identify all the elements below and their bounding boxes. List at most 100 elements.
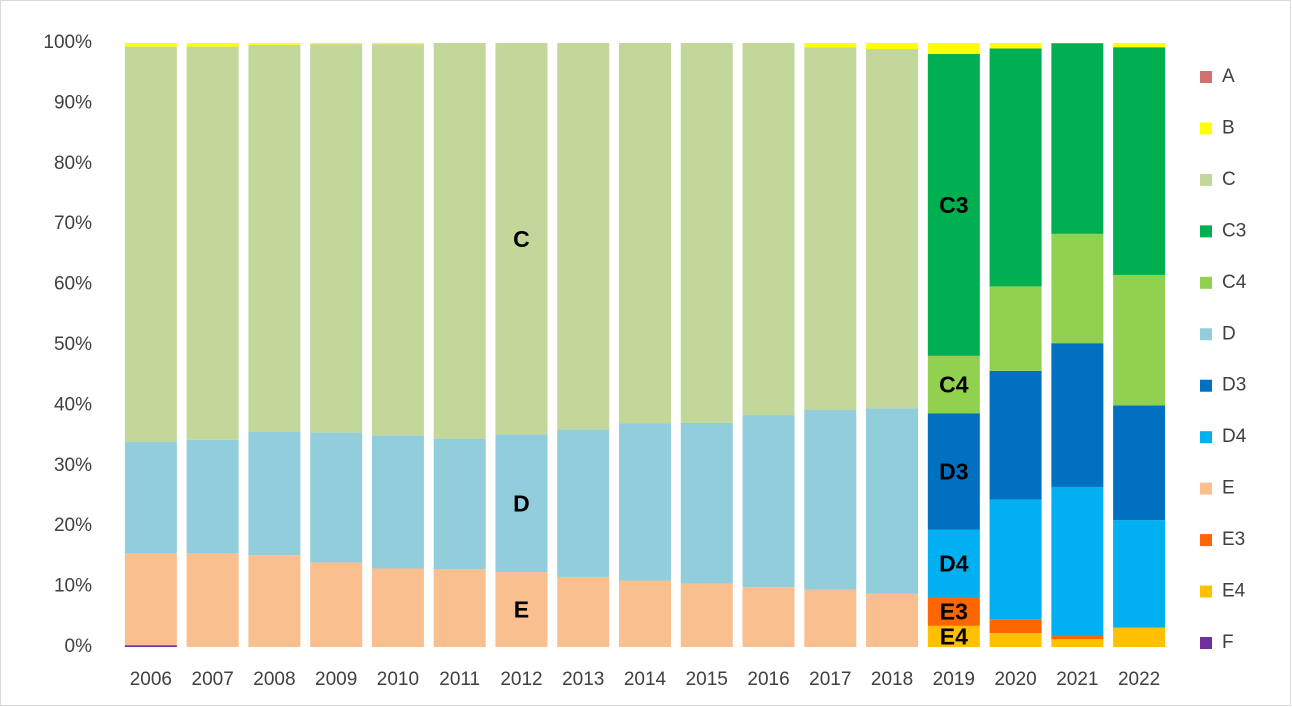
- bar-segment: [680, 43, 733, 423]
- bar-segment: [1051, 486, 1104, 636]
- x-tick-label: 2009: [315, 669, 357, 690]
- bar-segment: [124, 645, 177, 647]
- bar-segment: [1113, 43, 1166, 48]
- bar-segment: [1051, 43, 1104, 234]
- bar-segment: [495, 434, 548, 573]
- bar-segment: [186, 439, 239, 554]
- x-tick-label: 2021: [1056, 669, 1098, 690]
- bar-segment: [557, 429, 610, 577]
- annotation: C: [513, 226, 530, 252]
- x-tick-label: 2019: [933, 669, 975, 690]
- bar-segment: [371, 43, 424, 45]
- bar-segment: [1113, 274, 1166, 406]
- legend-label: C3: [1222, 220, 1246, 241]
- x-tick-label: 2018: [871, 669, 913, 690]
- x-tick-label: 2008: [253, 669, 295, 690]
- bar-segment: [989, 43, 1042, 49]
- bar-segment: [619, 43, 671, 424]
- legend-label: E: [1222, 478, 1235, 499]
- bar-segment: [1113, 520, 1166, 628]
- legend-swatch: [1200, 328, 1212, 341]
- annotation: D3: [939, 459, 968, 485]
- bar-segment: [1051, 639, 1104, 647]
- bar-segment: [310, 44, 363, 433]
- bar-segment: [557, 43, 610, 430]
- annotation: D: [513, 490, 530, 516]
- legend-label: E3: [1222, 529, 1245, 550]
- bar-segment: [310, 562, 363, 647]
- bar-segment: [804, 409, 857, 590]
- x-tick-label: 2016: [747, 669, 789, 690]
- bar-segment: [989, 286, 1042, 371]
- legend-label: C: [1222, 169, 1236, 190]
- bar-segment: [371, 435, 424, 569]
- bar-segment: [804, 43, 857, 48]
- bar-segment: [124, 553, 177, 646]
- bar-segment: [186, 553, 239, 647]
- bar-segment: [866, 593, 919, 647]
- bar-segment: [248, 44, 301, 432]
- legend-swatch: [1200, 276, 1212, 289]
- bar-segment: [927, 597, 980, 626]
- bar-segment: [186, 43, 239, 47]
- y-tick-label: 90%: [54, 92, 92, 113]
- bar-segment: [866, 43, 919, 50]
- legend-swatch: [1200, 173, 1212, 186]
- bar-segment: [619, 580, 671, 647]
- bar-segment: [557, 576, 610, 647]
- x-tick-label: 2014: [624, 669, 667, 690]
- x-tick-label: 2012: [500, 669, 542, 690]
- bar-segment: [742, 43, 795, 416]
- legend-swatch: [1200, 379, 1212, 392]
- y-tick-label: 70%: [54, 213, 92, 234]
- bar-segment: [248, 555, 301, 647]
- legend-swatch: [1200, 122, 1212, 135]
- bar-segment: [989, 370, 1042, 500]
- legend-label: F: [1222, 632, 1234, 653]
- x-tick-label: 2006: [130, 669, 172, 690]
- bar-segment: [1113, 405, 1166, 521]
- x-tick-label: 2022: [1118, 669, 1160, 690]
- bar-segment: [495, 572, 548, 647]
- annotation: C3: [939, 192, 968, 218]
- legend-swatch: [1200, 71, 1212, 83]
- x-tick-label: 2020: [994, 669, 1036, 690]
- bar-segment: [927, 625, 980, 647]
- bar-segment: [680, 422, 733, 584]
- bar-segment: [804, 47, 857, 410]
- y-tick-label: 10%: [54, 576, 92, 597]
- bar-segment: [1051, 43, 1104, 44]
- x-tick-label: 2017: [809, 669, 851, 690]
- legend-swatch: [1200, 534, 1212, 547]
- bar-segment: [927, 355, 980, 414]
- legend-swatch: [1200, 637, 1212, 649]
- y-tick-label: 40%: [54, 394, 92, 415]
- bar-segment: [124, 441, 177, 554]
- x-tick-label: 2015: [686, 669, 728, 690]
- bar-segment: [371, 44, 424, 436]
- x-tick-label: 2010: [377, 669, 419, 690]
- x-tick-label: 2013: [562, 669, 604, 690]
- legend-label: D3: [1222, 375, 1246, 396]
- annotation: C4: [939, 372, 969, 398]
- x-tick-label: 2007: [192, 669, 234, 690]
- bar-segment: [124, 46, 177, 442]
- y-tick-label: 80%: [54, 153, 92, 174]
- legend-label: A: [1222, 66, 1235, 87]
- bar-segment: [927, 53, 980, 356]
- bar-segment: [371, 568, 424, 647]
- annotation: D4: [939, 551, 969, 577]
- bar-segment: [804, 589, 857, 647]
- legend-label: C4: [1222, 272, 1247, 293]
- bar-segment: [866, 408, 919, 594]
- bar-segment: [433, 569, 486, 647]
- y-tick-label: 100%: [43, 32, 92, 53]
- y-tick-label: 0%: [65, 636, 93, 657]
- bar-segment: [186, 46, 239, 440]
- legend-swatch: [1200, 482, 1212, 495]
- bar-segment: [1113, 627, 1166, 647]
- legend-swatch: [1200, 431, 1212, 444]
- bar-segment: [927, 413, 980, 530]
- bar-segment: [124, 43, 177, 47]
